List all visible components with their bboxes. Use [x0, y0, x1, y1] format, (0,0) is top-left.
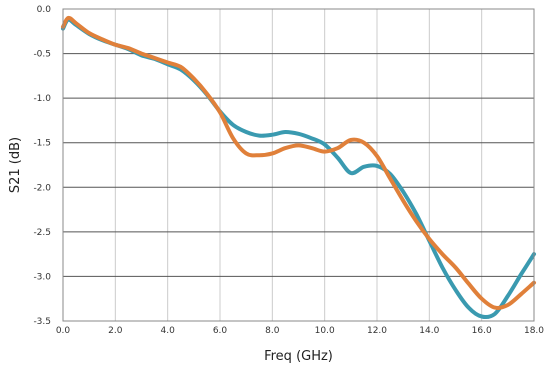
x-tick-label: 6.0	[213, 326, 228, 336]
y-tick-label: -3.0	[33, 272, 51, 282]
tick-labels: 0.0 2.0 4.0 6.0 8.0 10.0 12.0 14.0 16.0 18.0 0.0 -0…	[33, 5, 544, 336]
y-tick-label: -1.5	[33, 139, 51, 149]
y-axis-label: S21 (dB)	[8, 137, 23, 193]
x-tick-label: 2.0	[108, 326, 123, 336]
x-tick-label: 16.0	[472, 326, 492, 336]
x-axis-label: Freq (GHz)	[264, 349, 333, 364]
y-tick-label: -0.5	[33, 50, 51, 60]
x-tick-label: 14.0	[419, 326, 439, 336]
series-line-2	[61, 15, 536, 310]
x-tick-label: 4.0	[161, 326, 176, 336]
x-tick-label: 0.0	[56, 326, 71, 336]
y-tick-label: -2.0	[33, 183, 51, 193]
x-tick-label: 18.0	[524, 326, 544, 336]
x-tick-label: 10.0	[315, 326, 335, 336]
y-tick-label: -3.5	[33, 317, 51, 327]
y-tick-label: -2.5	[33, 228, 51, 238]
x-tick-label: 12.0	[367, 326, 387, 336]
plot-frame	[62, 8, 535, 322]
y-tick-label: -1.0	[33, 94, 51, 104]
x-tick-label: 8.0	[265, 326, 280, 336]
series-lines	[61, 15, 536, 320]
y-tick-label: 0.0	[37, 5, 52, 15]
